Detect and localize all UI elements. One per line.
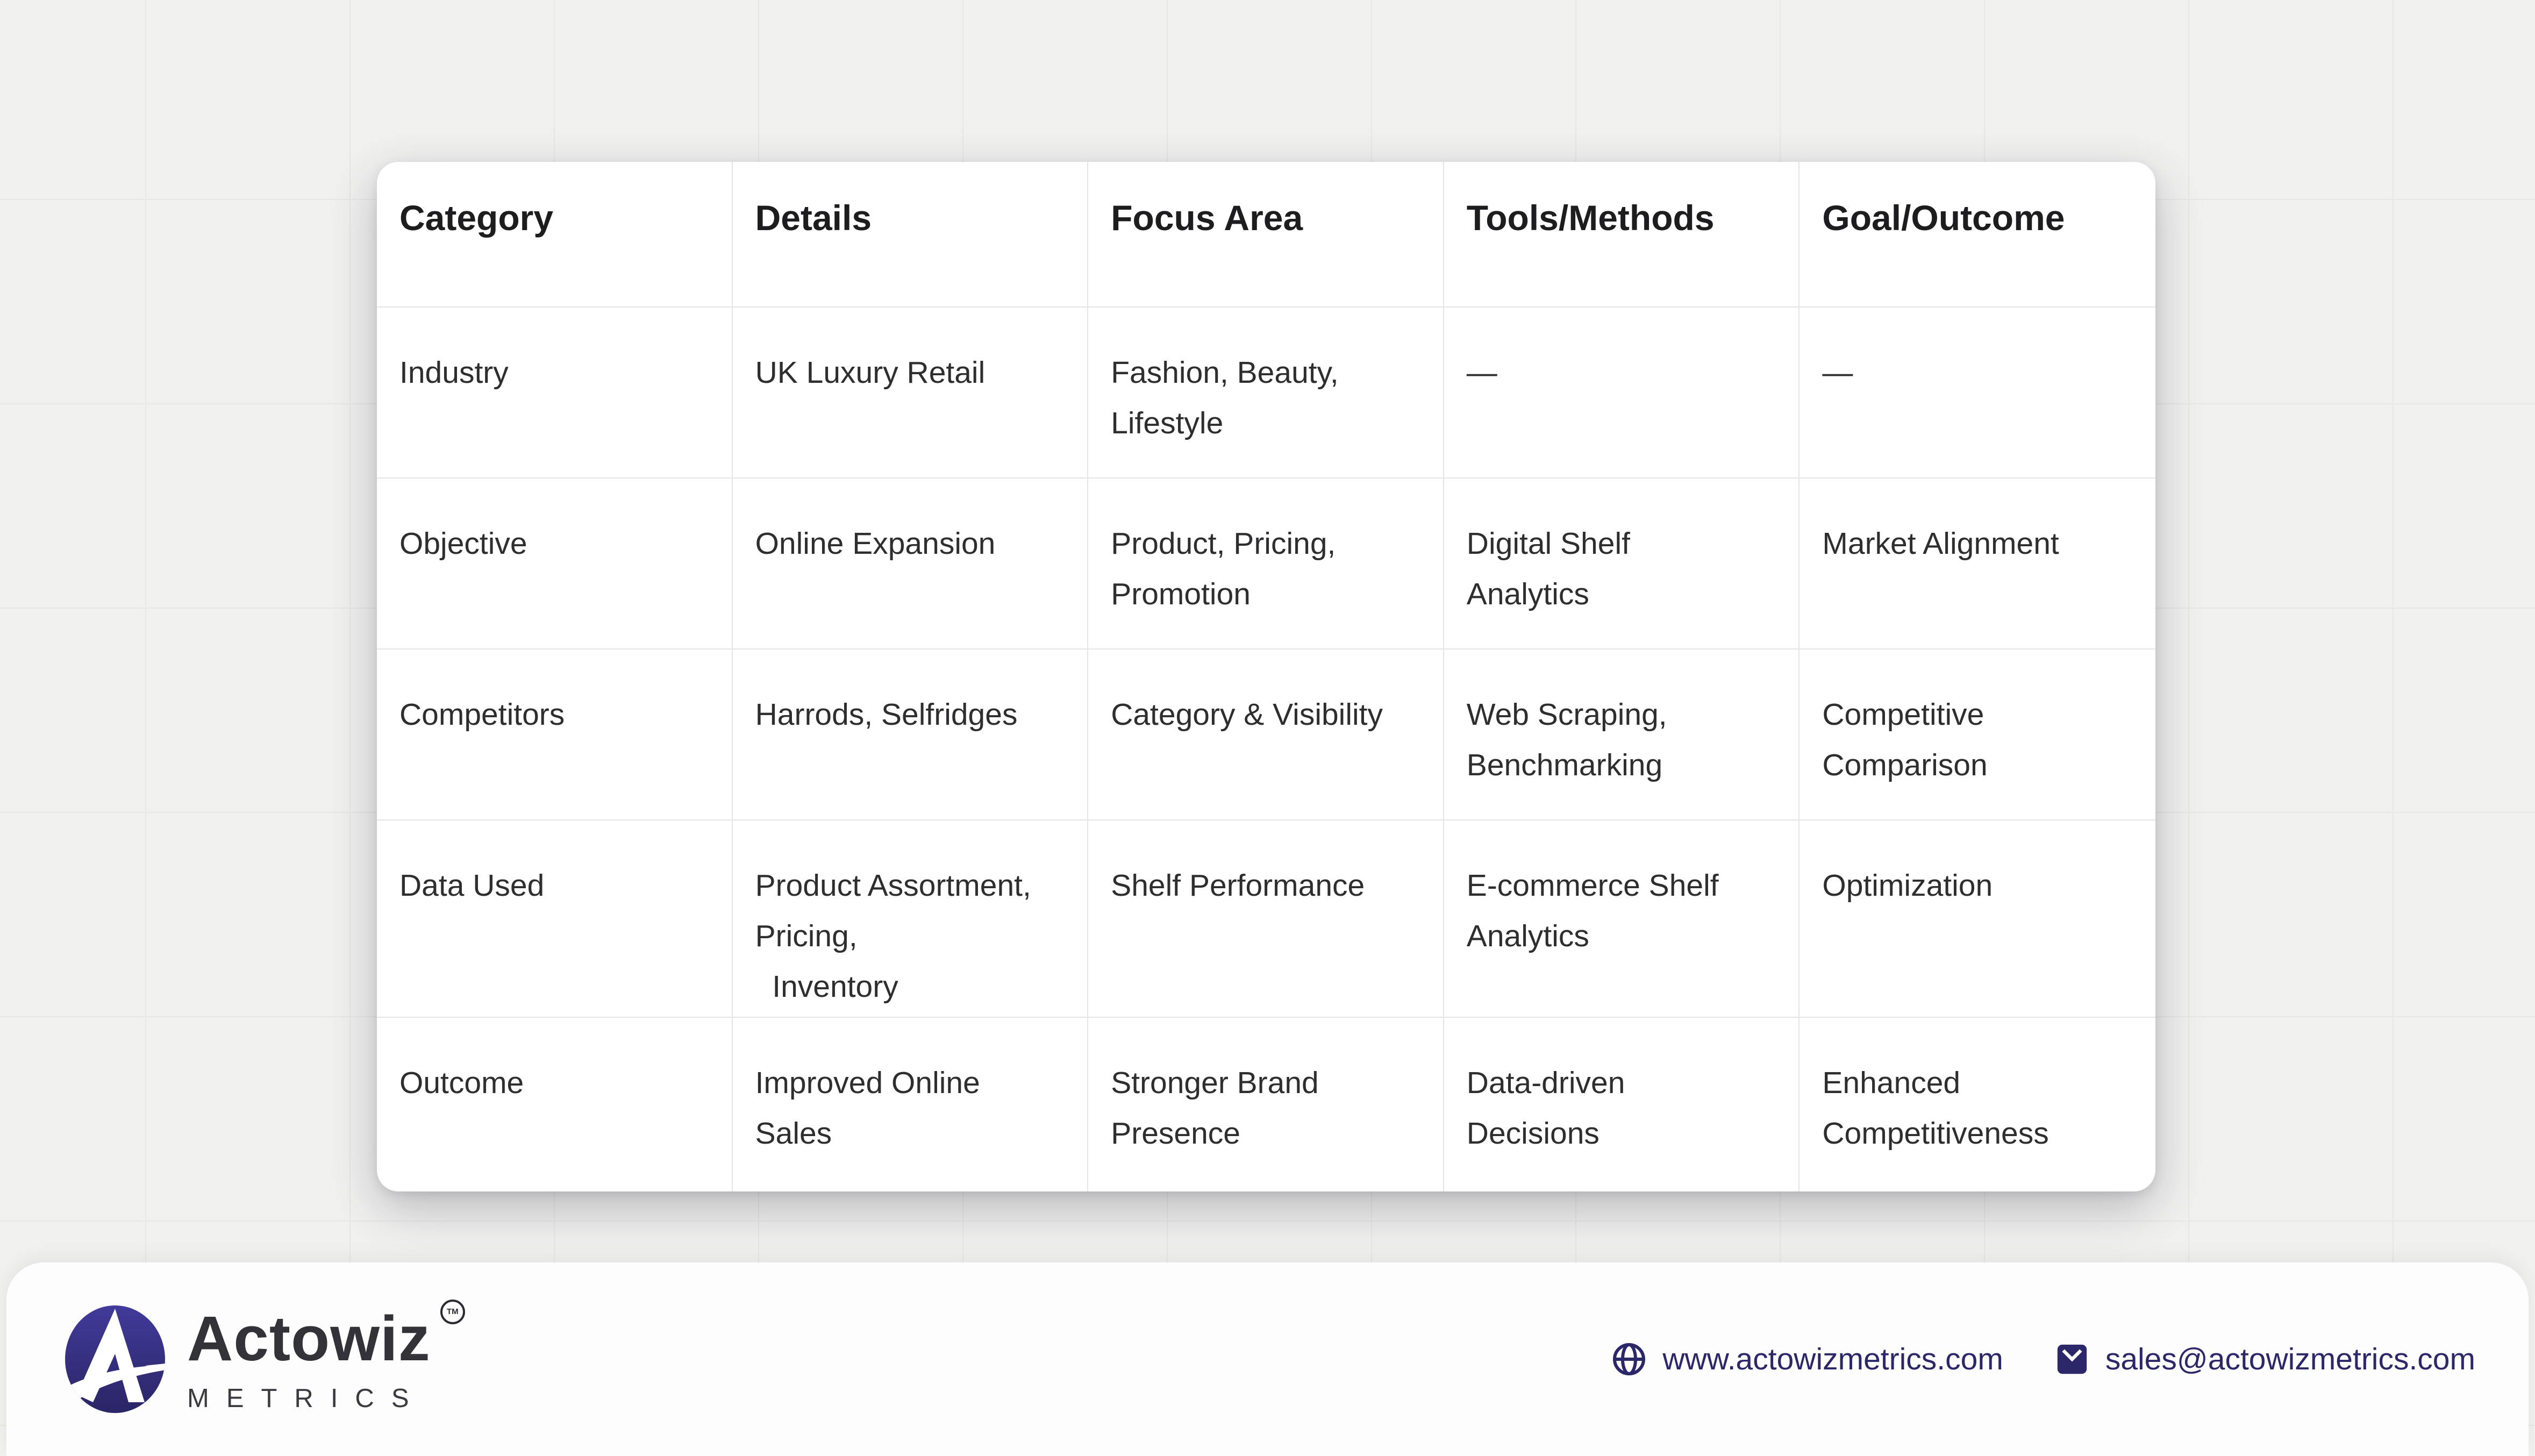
brand-block: Actowiz TM METRICS xyxy=(187,1299,465,1413)
table-cell: Objective xyxy=(377,479,733,650)
table-cell: Fashion, Beauty, Lifestyle xyxy=(1088,308,1444,479)
mail-icon xyxy=(2057,1344,2087,1374)
table-cell: Shelf Performance xyxy=(1088,820,1444,1018)
table-cell: — xyxy=(1800,308,2155,479)
contact-info: www.actowizmetrics.com sales@actowizmetr… xyxy=(1612,1262,2475,1456)
table-cell: Stronger Brand Presence xyxy=(1088,1018,1444,1191)
website-link[interactable]: www.actowizmetrics.com xyxy=(1662,1342,2003,1376)
table-cell: UK Luxury Retail xyxy=(732,308,1089,479)
table-cell: Product Assortment, Pricing, Inventory xyxy=(732,820,1089,1018)
table-cell: Industry xyxy=(377,308,733,479)
table-cell: Online Expansion xyxy=(732,479,1089,650)
trademark-badge: TM xyxy=(440,1299,465,1324)
table-cell: Harrods, Selfridges xyxy=(732,650,1089,820)
table-cell: Competitors xyxy=(377,650,733,820)
table-cell: Enhanced Competitiveness xyxy=(1822,1066,2049,1151)
table-cell: E-commerce Shelf Analytics xyxy=(1444,820,1800,1018)
column-header-focus-area: Focus Area xyxy=(1088,162,1444,308)
table-cell: Data Used xyxy=(377,820,733,1018)
table-cell: — xyxy=(1444,308,1800,479)
actowiz-logo: Actowiz TM METRICS xyxy=(65,1299,465,1413)
comparison-table: Category Details Focus Area Tools/Method… xyxy=(377,162,2155,1191)
globe-icon xyxy=(1613,1343,1646,1375)
column-header-category: Category xyxy=(377,162,733,308)
table-cell: Outcome xyxy=(377,1018,733,1191)
email-link[interactable]: sales@actowizmetrics.com xyxy=(2105,1342,2475,1376)
footer: Actowiz TM METRICS www.actowizmetrics.co… xyxy=(6,1262,2529,1456)
table-cell: Market Alignment xyxy=(1800,479,2155,650)
column-header-tools-methods: Tools/Methods xyxy=(1444,162,1800,308)
table-cell: Category & Visibility xyxy=(1088,650,1444,820)
brand-name: Actowiz xyxy=(187,1303,431,1374)
table-cell: Product, Pricing, Promotion xyxy=(1088,479,1444,650)
table-cell: Competitive Comparison xyxy=(1800,650,2155,820)
table-cell: Web Scraping, Benchmarking xyxy=(1444,650,1800,820)
table-cell: Data-driven Decisions xyxy=(1444,1018,1800,1191)
table-cell: Digital Shelf Analytics xyxy=(1444,479,1800,650)
actowiz-logo-icon xyxy=(65,1305,166,1413)
column-header-details: Details xyxy=(732,162,1089,308)
table-cell: Improved Online Sales xyxy=(733,1018,1089,1191)
table-cell: Optimization xyxy=(1800,820,2155,1018)
brand-subtitle: METRICS xyxy=(187,1383,426,1413)
website-item: www.actowizmetrics.com xyxy=(1612,1341,2003,1377)
email-item: sales@actowizmetrics.com xyxy=(2055,1341,2475,1377)
column-header-goal-outcome: Goal/Outcome xyxy=(1800,162,2155,308)
